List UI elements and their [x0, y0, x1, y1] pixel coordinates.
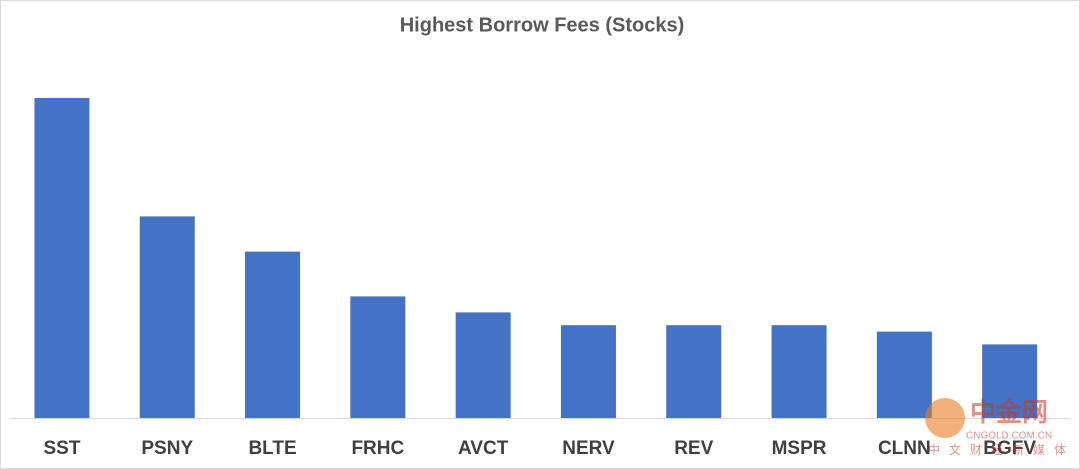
watermark-slogan: 中文财经新媒体	[928, 442, 1075, 457]
x-tick-label: BLTE	[248, 438, 296, 459]
watermark: 中金网 CNGOLD.COM.CN 中文财经新媒体	[925, 397, 1075, 457]
bar	[350, 296, 406, 418]
bar	[34, 98, 90, 418]
bar	[139, 216, 195, 418]
x-tick-label: MSPR	[772, 438, 827, 459]
watermark-brand: 中金网	[970, 397, 1048, 427]
bar	[876, 331, 932, 418]
bar	[666, 325, 722, 418]
watermark-logo	[925, 398, 965, 438]
bar	[245, 251, 301, 418]
x-tick-label: REV	[674, 438, 713, 459]
bar	[560, 325, 616, 418]
x-tick-label: CLNN	[878, 438, 931, 459]
x-tick-label: BGFV	[983, 438, 1036, 459]
x-tick-label: PSNY	[141, 438, 193, 459]
bar	[771, 325, 827, 418]
chart-title: Highest Borrow Fees (Stocks)	[400, 14, 685, 36]
x-tick-label: SST	[43, 438, 80, 459]
x-tick-label: FRHC	[351, 438, 404, 459]
bar	[455, 312, 511, 418]
bar	[982, 344, 1038, 418]
watermark-site: CNGOLD.COM.CN	[966, 431, 1052, 442]
x-tick-label: NERV	[562, 438, 615, 459]
x-tick-label: AVCT	[458, 438, 509, 459]
